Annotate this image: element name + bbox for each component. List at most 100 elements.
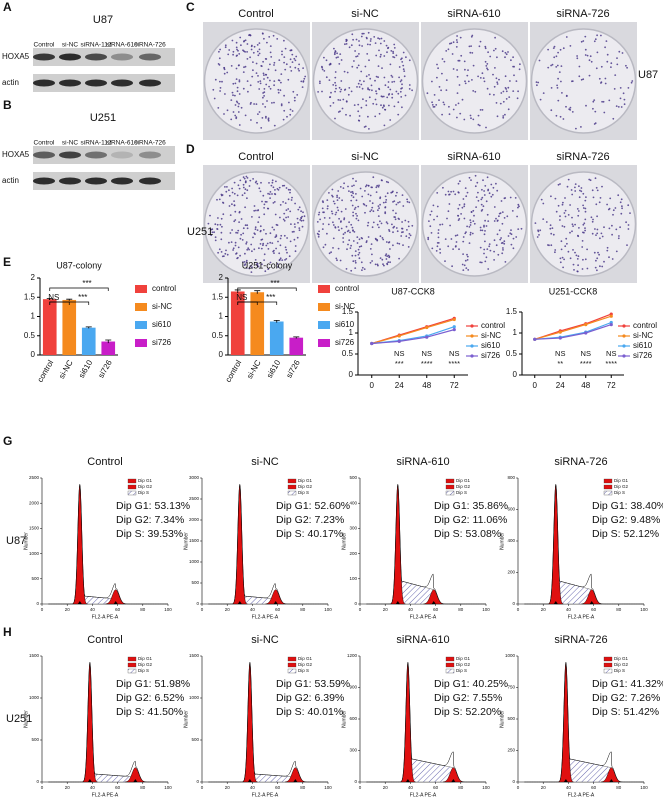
colony <box>365 184 368 187</box>
colony <box>396 191 398 194</box>
colony <box>285 258 288 260</box>
colony <box>360 261 363 264</box>
colony <box>469 224 472 226</box>
colony <box>358 53 360 55</box>
x-tick-label: 60 <box>433 785 439 790</box>
colony <box>265 115 267 118</box>
colony <box>342 187 345 190</box>
colony <box>557 183 560 186</box>
colony <box>584 229 586 232</box>
legend-label: Dip S <box>456 668 467 673</box>
colony <box>380 179 383 182</box>
colony <box>374 115 377 118</box>
colony <box>240 233 243 236</box>
colony <box>408 59 411 62</box>
legend-marker <box>470 334 474 338</box>
colony <box>539 229 542 232</box>
colony <box>560 240 563 243</box>
colony <box>219 90 222 92</box>
y-axis-label: Number <box>23 532 29 550</box>
colony <box>608 256 610 259</box>
legend-swatch <box>603 490 613 496</box>
colony <box>372 102 375 105</box>
x-tick-label: 48 <box>422 381 431 390</box>
y-tick-label: 0 <box>196 601 199 606</box>
x-tick-label: 20 <box>383 785 389 790</box>
colony <box>291 196 293 199</box>
colony <box>236 194 239 197</box>
colony <box>351 204 354 207</box>
x-tick-label: 80 <box>458 785 464 790</box>
colony <box>470 117 472 120</box>
colony <box>504 56 506 59</box>
histogram-outline <box>208 662 328 783</box>
colony <box>569 204 571 206</box>
colony <box>335 87 337 90</box>
x-tick-label: 40 <box>408 785 414 790</box>
colony <box>441 223 444 226</box>
colony <box>337 209 340 212</box>
colony <box>601 265 604 268</box>
colony <box>403 70 406 72</box>
y-tick-label: 200 <box>349 551 357 556</box>
colony <box>377 264 379 267</box>
legend-label: Dip G2 <box>614 484 629 489</box>
x-tick-label: si726 <box>96 358 114 380</box>
colony <box>301 225 304 228</box>
lane-label: siRNA-726 <box>134 140 166 147</box>
flow-stat: Dip G1: 53.59% <box>276 678 350 690</box>
colony <box>319 218 321 221</box>
colony <box>464 232 467 235</box>
colony <box>294 245 297 247</box>
x-tick-label: 100 <box>324 785 332 790</box>
colony <box>495 102 498 104</box>
colony <box>484 60 487 63</box>
colony <box>442 101 445 104</box>
colony <box>484 260 487 263</box>
colony <box>603 111 606 114</box>
colony <box>455 46 458 48</box>
colony <box>481 72 484 75</box>
colony <box>244 224 247 227</box>
x-tick-label: 20 <box>65 785 71 790</box>
colony <box>365 75 368 78</box>
legend-swatch <box>603 668 613 674</box>
colony <box>233 204 236 207</box>
colony <box>485 126 487 129</box>
colony <box>398 242 401 245</box>
significance-label: *** <box>78 293 87 302</box>
lane-label: siRNA-112 <box>81 140 112 147</box>
y-axis-label: Number <box>183 710 189 728</box>
colony <box>572 225 574 228</box>
colony <box>221 225 223 228</box>
colony <box>256 182 259 185</box>
colony <box>334 226 337 228</box>
colony <box>321 90 323 93</box>
colony <box>583 231 585 234</box>
colony <box>395 90 398 93</box>
colony <box>604 82 607 85</box>
colony <box>600 34 602 37</box>
colony <box>237 105 240 108</box>
y-tick-label: 1500 <box>189 653 200 658</box>
colony <box>377 209 379 212</box>
colony <box>338 86 341 89</box>
flow-stat: Dip S: 52.12% <box>592 528 659 540</box>
legend-swatch <box>287 478 297 484</box>
colony <box>371 206 374 209</box>
colony <box>470 45 472 47</box>
colony <box>236 101 239 104</box>
colony <box>218 248 221 251</box>
colony <box>617 194 620 197</box>
colony <box>426 92 429 95</box>
colony <box>345 38 348 41</box>
plate-dish <box>203 171 310 277</box>
s-phase-area <box>565 757 612 783</box>
colony <box>395 227 398 229</box>
colony <box>484 219 486 222</box>
blot-band <box>139 53 161 61</box>
colony <box>232 247 235 250</box>
colony <box>627 228 630 230</box>
colony <box>550 244 553 247</box>
colony <box>266 207 269 210</box>
